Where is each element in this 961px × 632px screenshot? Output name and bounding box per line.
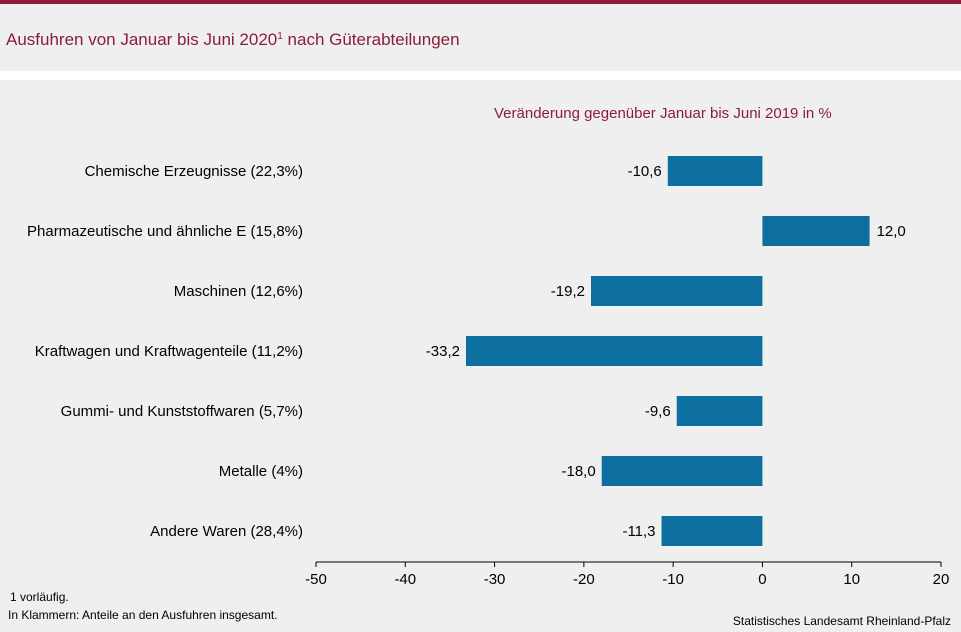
x-tick-label: -10: [662, 571, 684, 588]
data-label: 12,0: [877, 223, 906, 240]
bar: [762, 216, 870, 246]
x-tick-label: 10: [843, 571, 860, 588]
data-label: -19,2: [551, 283, 585, 300]
data-label: -33,2: [426, 343, 460, 360]
footnote: 1 vorläufig.: [10, 590, 69, 604]
x-tick-label: -30: [484, 571, 506, 588]
data-label: -18,0: [562, 463, 596, 480]
bar: [601, 456, 763, 486]
data-label: -9,6: [645, 403, 671, 420]
category-label: Andere Waren (28,4%): [150, 523, 303, 540]
bar: [661, 516, 763, 546]
category-label: Metalle (4%): [219, 463, 303, 480]
title-footnote-mark: 1: [277, 31, 283, 42]
chart-title: Ausfuhren von Januar bis Juni 20201 nach…: [6, 30, 460, 49]
share-note: In Klammern: Anteile an den Ausfuhren in…: [8, 608, 278, 622]
category-label: Maschinen (12,6%): [174, 283, 303, 300]
x-tick-label: -20: [573, 571, 595, 588]
category-label: Kraftwagen und Kraftwagenteile (11,2%): [35, 343, 303, 360]
category-label: Gummi- und Kunststoffwaren (5,7%): [61, 403, 303, 420]
top-accent-rule: [0, 0, 961, 4]
data-label: -10,6: [628, 163, 662, 180]
header-divider: [0, 71, 961, 80]
bar: [466, 336, 763, 366]
bar: [667, 156, 763, 186]
data-label: -11,3: [622, 523, 655, 540]
x-tick-label: -40: [394, 571, 416, 588]
source-credit: Statistisches Landesamt Rheinland-Pfalz: [732, 614, 951, 628]
x-tick-label: -50: [305, 571, 327, 588]
x-tick-label: 20: [933, 571, 950, 588]
chart-subtitle: Veränderung gegenüber Januar bis Juni 20…: [494, 105, 832, 122]
x-tick-label: 0: [758, 571, 766, 588]
bar: [591, 276, 763, 306]
category-label: Pharmazeutische und ähnliche E (15,8%): [27, 223, 303, 240]
bar: [676, 396, 763, 426]
category-label: Chemische Erzeugnisse (22,3%): [85, 163, 303, 180]
